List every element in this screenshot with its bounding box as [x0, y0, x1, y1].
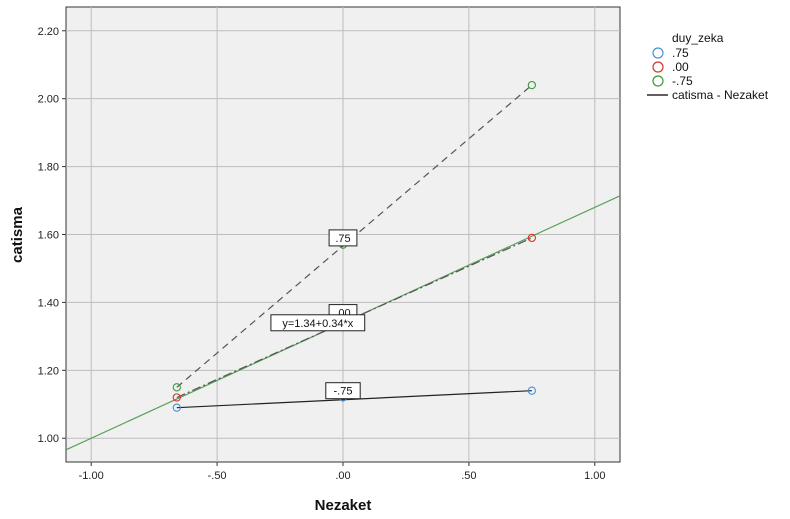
- x-tick-label: .50: [461, 470, 476, 482]
- y-axis-ticks: 1.00 1.20 1.40 1.60 1.80 2.00 2.20: [38, 26, 66, 445]
- annotation-box: [325, 382, 361, 400]
- data-point-series-0: [172, 403, 181, 412]
- annotation-box: [328, 229, 358, 247]
- x-axis-title: Nezaket: [315, 497, 372, 514]
- x-tick-label: 1.00: [584, 470, 605, 482]
- legend-label: -.75: [672, 74, 693, 88]
- y-axis-title: catisma: [9, 206, 26, 263]
- x-tick-label: -1.00: [79, 470, 104, 482]
- legend-marker-circle: [652, 47, 664, 59]
- annotation-label: -.75: [334, 386, 353, 398]
- y-tick-label: 1.40: [38, 297, 59, 309]
- y-tick-label: 1.60: [38, 230, 59, 242]
- legend-marker-circle: [652, 75, 664, 87]
- data-point-series-0: [527, 386, 537, 395]
- data-point-series-2: [172, 383, 181, 392]
- y-tick-label: 2.00: [38, 94, 59, 106]
- annotation-labels: .75.00-.75y=1.34+0.34*x: [270, 229, 366, 400]
- x-axis-ticks: -1.00 -.50 .00 .50 1.00: [79, 462, 606, 482]
- annotation-label: y=1.34+0.34*x: [282, 318, 353, 330]
- y-tick-label: 1.20: [38, 365, 59, 377]
- y-tick-label: 2.20: [38, 26, 59, 38]
- legend-label: .75: [672, 46, 689, 60]
- data-point-series-1: [527, 233, 537, 243]
- x-tick-label: -.50: [208, 470, 227, 482]
- annotation-label: .75: [335, 233, 350, 245]
- legend-label: .00: [672, 60, 689, 74]
- data-point-series-1: [172, 393, 181, 402]
- y-tick-label: 1.80: [38, 162, 59, 174]
- x-tick-label: .00: [335, 470, 350, 482]
- y-tick-label: 1.00: [38, 433, 59, 445]
- legend-marker-circle: [652, 61, 664, 73]
- legend-title: duy_zeka: [672, 31, 724, 45]
- data-point-series-2: [527, 80, 537, 90]
- annotation-box: [270, 314, 366, 332]
- legend-label: catisma - Nezaket: [672, 88, 769, 102]
